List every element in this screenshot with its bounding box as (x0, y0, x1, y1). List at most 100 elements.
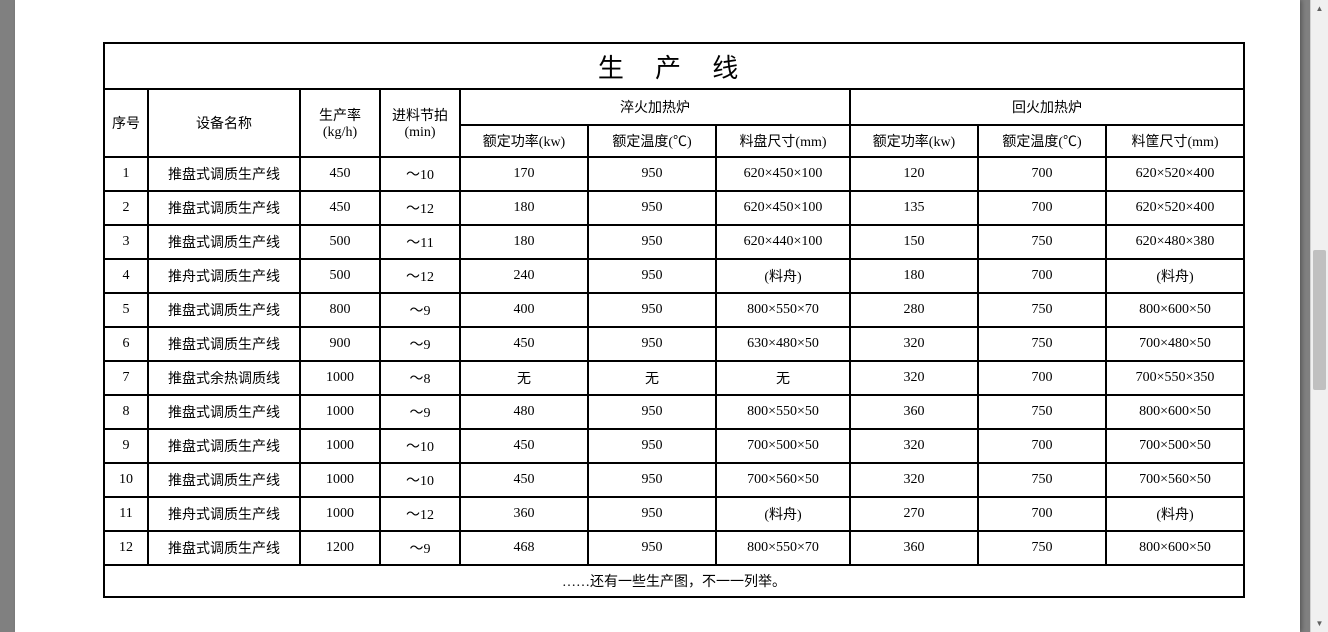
cell-quench-size: (料舟) (716, 497, 850, 531)
cell-beat: ～12 (380, 259, 460, 293)
table-row: 5推盘式调质生产线800～9400950800×550×70280750800×… (104, 293, 1244, 327)
cell-temper-temp: 700 (978, 157, 1106, 191)
cell-quench-power: 无 (460, 361, 588, 395)
header-seq-text: 序号 (112, 117, 140, 132)
col-header-temper-temp: 额定温度(℃) (978, 125, 1106, 157)
cell-seq: 5 (104, 293, 148, 327)
cell-name: 推盘式余热调质线 (148, 361, 300, 395)
table-row: 8推盘式调质生产线1000～9480950800×550×50360750800… (104, 395, 1244, 429)
table-row: 3推盘式调质生产线500～11180950620×440×10015075062… (104, 225, 1244, 259)
cell-temper-size: 620×520×400 (1106, 191, 1244, 225)
scroll-up-button[interactable]: ▲ (1311, 0, 1328, 17)
cell-quench-size: 800×550×70 (716, 531, 850, 565)
vertical-scrollbar[interactable]: ▲ ▼ (1310, 0, 1328, 632)
cell-quench-size: 800×550×50 (716, 395, 850, 429)
cell-temper-size: 700×560×50 (1106, 463, 1244, 497)
table-row: 7推盘式余热调质线1000～8无无无320700700×550×350 (104, 361, 1244, 395)
cell-rate: 450 (300, 191, 380, 225)
col-header-quench-temp: 额定温度(℃) (588, 125, 716, 157)
cell-name: 推盘式调质生产线 (148, 293, 300, 327)
scroll-down-button[interactable]: ▼ (1311, 615, 1328, 632)
cell-quench-temp: 950 (588, 429, 716, 463)
cell-rate: 800 (300, 293, 380, 327)
cell-temper-temp: 750 (978, 531, 1106, 565)
cell-name: 推舟式调质生产线 (148, 497, 300, 531)
cell-quench-power: 170 (460, 157, 588, 191)
header-name-text: 设备名称 (196, 117, 252, 132)
cell-quench-temp: 无 (588, 361, 716, 395)
cell-temper-temp: 700 (978, 361, 1106, 395)
cell-quench-temp: 950 (588, 531, 716, 565)
cell-beat: ～9 (380, 531, 460, 565)
cell-name: 推盘式调质生产线 (148, 191, 300, 225)
cell-temper-temp: 750 (978, 293, 1106, 327)
cell-rate: 1000 (300, 395, 380, 429)
col-header-quench-group: 淬火加热炉 (460, 89, 850, 125)
cell-temper-power: 320 (850, 463, 978, 497)
cell-temper-power: 135 (850, 191, 978, 225)
cell-temper-size: 800×600×50 (1106, 293, 1244, 327)
cell-beat: ～10 (380, 463, 460, 497)
cell-quench-temp: 950 (588, 157, 716, 191)
cell-quench-size: (料舟) (716, 259, 850, 293)
cell-temper-size: 620×520×400 (1106, 157, 1244, 191)
cell-rate: 1000 (300, 463, 380, 497)
cell-quench-size: 700×500×50 (716, 429, 850, 463)
cell-temper-size: 800×600×50 (1106, 531, 1244, 565)
table-body: 1推盘式调质生产线450～10170950620×450×10012070062… (104, 157, 1244, 565)
cell-name: 推舟式调质生产线 (148, 259, 300, 293)
cell-quench-temp: 950 (588, 463, 716, 497)
cell-seq: 8 (104, 395, 148, 429)
cell-temper-power: 320 (850, 361, 978, 395)
cell-quench-temp: 950 (588, 497, 716, 531)
cell-rate: 900 (300, 327, 380, 361)
cell-rate: 500 (300, 259, 380, 293)
cell-temper-temp: 750 (978, 327, 1106, 361)
cell-temper-power: 360 (850, 531, 978, 565)
document-page: 生 产 线 序号 设备名称 生产率(kg/h) 进料节拍(min) 淬火加热炉 … (15, 0, 1300, 632)
cell-temper-power: 150 (850, 225, 978, 259)
cell-rate: 1000 (300, 497, 380, 531)
col-header-temper-group: 回火加热炉 (850, 89, 1244, 125)
cell-quench-power: 450 (460, 327, 588, 361)
cell-temper-size: 700×500×50 (1106, 429, 1244, 463)
col-header-temper-basket: 料筐尺寸(mm) (1106, 125, 1244, 157)
cell-temper-power: 280 (850, 293, 978, 327)
cell-name: 推盘式调质生产线 (148, 395, 300, 429)
cell-quench-power: 480 (460, 395, 588, 429)
cell-quench-size: 620×440×100 (716, 225, 850, 259)
cell-temper-size: 620×480×380 (1106, 225, 1244, 259)
cell-seq: 4 (104, 259, 148, 293)
cell-seq: 2 (104, 191, 148, 225)
cell-seq: 12 (104, 531, 148, 565)
cell-temper-power: 270 (850, 497, 978, 531)
cell-rate: 450 (300, 157, 380, 191)
cell-temper-temp: 700 (978, 497, 1106, 531)
col-header-temper-power: 额定功率(kw) (850, 125, 978, 157)
scroll-thumb[interactable] (1313, 250, 1326, 390)
cell-quench-power: 180 (460, 225, 588, 259)
cell-rate: 1000 (300, 361, 380, 395)
table-row: 1推盘式调质生产线450～10170950620×450×10012070062… (104, 157, 1244, 191)
col-header-quench-tray: 料盘尺寸(mm) (716, 125, 850, 157)
cell-seq: 9 (104, 429, 148, 463)
cell-temper-temp: 700 (978, 429, 1106, 463)
cell-temper-temp: 700 (978, 191, 1106, 225)
cell-quench-power: 450 (460, 429, 588, 463)
col-header-name: 设备名称 (148, 89, 300, 157)
table-title: 生 产 线 (104, 43, 1244, 89)
cell-temper-temp: 700 (978, 259, 1106, 293)
table-note: ……还有一些生产图，不一一列举。 (104, 565, 1244, 597)
cell-quench-temp: 950 (588, 293, 716, 327)
cell-name: 推盘式调质生产线 (148, 327, 300, 361)
cell-rate: 1000 (300, 429, 380, 463)
cell-beat: ～12 (380, 191, 460, 225)
cell-seq: 10 (104, 463, 148, 497)
cell-quench-temp: 950 (588, 395, 716, 429)
col-header-rate: 生产率(kg/h) (300, 89, 380, 157)
cell-name: 推盘式调质生产线 (148, 225, 300, 259)
cell-name: 推盘式调质生产线 (148, 463, 300, 497)
cell-seq: 11 (104, 497, 148, 531)
cell-beat: ～11 (380, 225, 460, 259)
cell-quench-power: 180 (460, 191, 588, 225)
